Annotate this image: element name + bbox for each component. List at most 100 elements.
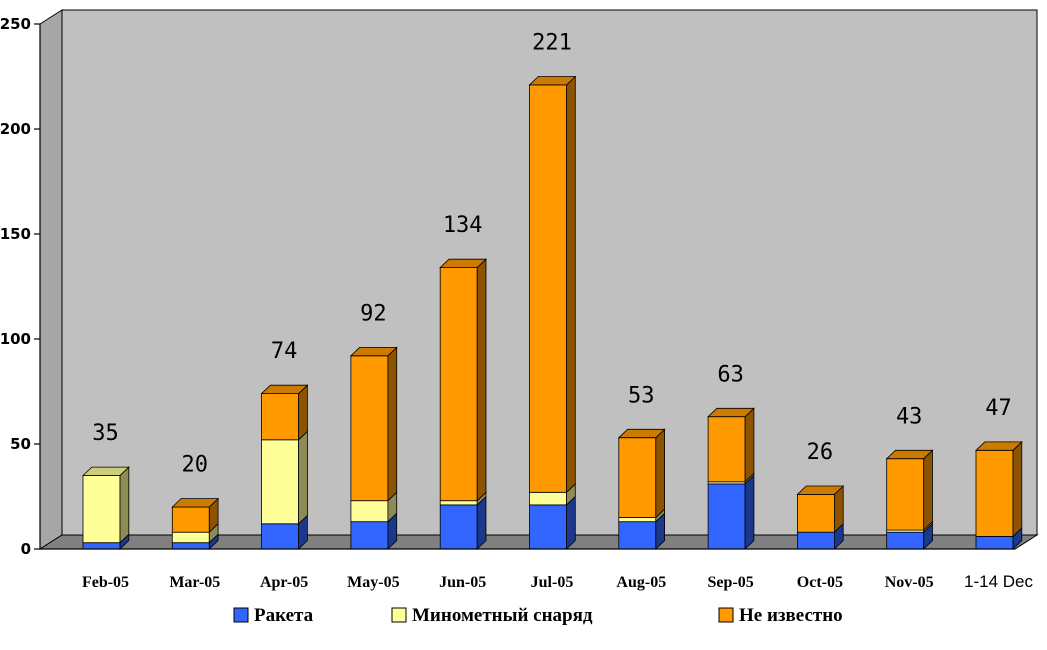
legend-item: Ракета bbox=[233, 605, 314, 626]
x-tick-label: Feb-05 bbox=[82, 574, 129, 591]
x-tick-label: Jul-05 bbox=[531, 574, 574, 591]
bar-side bbox=[119, 466, 130, 544]
y-tick-label: 50 bbox=[10, 435, 31, 453]
bar-front bbox=[350, 355, 389, 502]
bar-top bbox=[707, 407, 755, 418]
x-tick-label: Apr-05 bbox=[260, 574, 308, 591]
bar-segment-2 bbox=[261, 430, 308, 525]
bar-segment-3 bbox=[975, 440, 1023, 538]
bar-side bbox=[298, 384, 308, 441]
bar-segment-2 bbox=[350, 491, 398, 523]
total-label: 35 bbox=[92, 421, 119, 446]
total-label: 134 bbox=[443, 213, 483, 238]
bar-front bbox=[797, 493, 835, 533]
total-label: 74 bbox=[271, 339, 298, 364]
bar-front bbox=[618, 437, 657, 518]
bar-front bbox=[439, 500, 478, 506]
bar-front bbox=[350, 500, 389, 523]
total-label: 92 bbox=[360, 301, 387, 326]
bar-segment-2 bbox=[82, 466, 130, 544]
x-tick-label: Nov-05 bbox=[885, 574, 934, 591]
bar-side bbox=[655, 428, 665, 519]
bar-top bbox=[171, 498, 220, 508]
bar-front bbox=[261, 393, 300, 441]
bar-segment-1 bbox=[350, 512, 398, 550]
bar-side bbox=[298, 430, 308, 525]
x-tick-label: Jun-05 bbox=[439, 574, 486, 591]
bar-front bbox=[975, 536, 1014, 550]
bar-side bbox=[1012, 440, 1023, 538]
legend: Ракета Минометный снаряд Не известно bbox=[233, 605, 843, 626]
total-label: 43 bbox=[896, 404, 923, 429]
y-tick-label: 0 bbox=[21, 540, 31, 558]
x-tick-label: May-05 bbox=[347, 574, 399, 591]
bar-top bbox=[617, 428, 666, 439]
bar-segment-3 bbox=[350, 346, 398, 502]
bar-top bbox=[82, 466, 130, 476]
total-label: 221 bbox=[532, 31, 572, 56]
bar-front bbox=[439, 267, 478, 502]
x-tick-label: Oct-05 bbox=[797, 574, 843, 591]
y-tick-label: 150 bbox=[0, 225, 31, 243]
plot-side-wall bbox=[39, 9, 63, 550]
bar-front bbox=[618, 521, 657, 550]
bar-front bbox=[886, 531, 925, 550]
bar-segment-1 bbox=[707, 474, 755, 550]
bar-front bbox=[975, 449, 1014, 537]
bar-segment-1 bbox=[529, 495, 576, 550]
bar-segment-3 bbox=[261, 384, 308, 441]
legend-label: Не известно bbox=[739, 605, 843, 626]
bar-front bbox=[529, 84, 567, 493]
bar-segment-3 bbox=[439, 258, 487, 502]
bar-segment-1 bbox=[261, 514, 308, 550]
bar-segment-3 bbox=[707, 407, 755, 483]
bar-top bbox=[528, 76, 577, 86]
bar-top bbox=[260, 384, 309, 395]
bar-front bbox=[618, 517, 657, 523]
bar-side bbox=[476, 258, 487, 502]
bar-top bbox=[796, 485, 845, 495]
x-axis: Feb-05 Mar-05 Apr-05 May-05 Jun-05 Jul-05 Aug-… bbox=[40, 548, 1033, 591]
total-label: 20 bbox=[182, 453, 209, 478]
bar-segment-3 bbox=[618, 428, 665, 519]
x-tick-label: Mar-05 bbox=[169, 574, 220, 591]
total-labels: 35 20 74 92 134 221 53 63 26 43 47 bbox=[92, 31, 1012, 478]
x-tick-label: 1-14 Dec bbox=[964, 572, 1033, 591]
bar-front bbox=[82, 542, 121, 550]
bar-front bbox=[439, 504, 478, 550]
bar-top bbox=[885, 449, 934, 460]
bar-segment-3 bbox=[797, 485, 844, 534]
legend-swatch bbox=[233, 607, 249, 623]
bar-side bbox=[387, 346, 398, 502]
bar-segment-3 bbox=[529, 75, 576, 494]
bar-top bbox=[439, 258, 487, 269]
bar-front bbox=[797, 531, 835, 550]
bar-front bbox=[171, 506, 210, 533]
bar-side bbox=[566, 75, 576, 494]
x-tick-label: Sep-05 bbox=[707, 574, 753, 591]
y-tick-label: 250 bbox=[0, 15, 31, 33]
bar-top bbox=[349, 346, 398, 357]
bar-side bbox=[566, 495, 576, 550]
bar-side bbox=[744, 407, 755, 483]
bar-top bbox=[975, 441, 1023, 451]
total-label: 63 bbox=[717, 362, 744, 387]
bar-front bbox=[707, 483, 746, 550]
total-label: 47 bbox=[985, 396, 1012, 421]
legend-swatch bbox=[391, 607, 407, 623]
bar-side bbox=[476, 495, 487, 550]
bar-front bbox=[529, 504, 567, 550]
legend-item: Не известно bbox=[718, 605, 843, 626]
bar-front bbox=[529, 491, 567, 506]
bar-segment-3 bbox=[171, 497, 219, 534]
bar-front bbox=[350, 521, 389, 550]
bar-side bbox=[923, 449, 933, 532]
bar-front bbox=[707, 416, 746, 483]
total-label: 53 bbox=[628, 383, 655, 408]
bar-front bbox=[261, 523, 300, 550]
bar-segment-1 bbox=[886, 522, 933, 550]
y-tick-label: 200 bbox=[0, 120, 31, 138]
y-tick-label: 100 bbox=[0, 330, 31, 348]
bar-front bbox=[886, 458, 925, 531]
bar-front bbox=[171, 531, 210, 544]
